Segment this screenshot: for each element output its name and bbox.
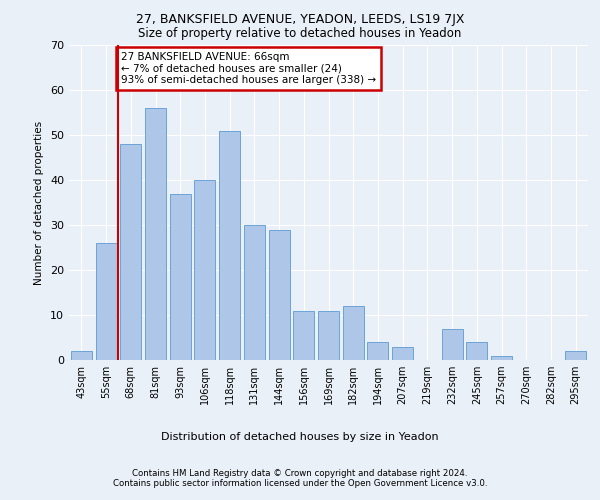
- Text: Contains public sector information licensed under the Open Government Licence v3: Contains public sector information licen…: [113, 478, 487, 488]
- Bar: [145, 108, 166, 360]
- Bar: [343, 306, 364, 360]
- Text: 27 BANKSFIELD AVENUE: 66sqm
← 7% of detached houses are smaller (24)
93% of semi: 27 BANKSFIELD AVENUE: 66sqm ← 7% of deta…: [121, 52, 376, 85]
- Bar: [71, 351, 92, 360]
- Text: 27, BANKSFIELD AVENUE, YEADON, LEEDS, LS19 7JX: 27, BANKSFIELD AVENUE, YEADON, LEEDS, LS…: [136, 12, 464, 26]
- Bar: [491, 356, 512, 360]
- Bar: [442, 328, 463, 360]
- Bar: [244, 225, 265, 360]
- Bar: [392, 346, 413, 360]
- Bar: [466, 342, 487, 360]
- Bar: [170, 194, 191, 360]
- Text: Size of property relative to detached houses in Yeadon: Size of property relative to detached ho…: [139, 28, 461, 40]
- Bar: [318, 310, 339, 360]
- Bar: [293, 310, 314, 360]
- Y-axis label: Number of detached properties: Number of detached properties: [34, 120, 44, 284]
- Bar: [194, 180, 215, 360]
- Bar: [219, 130, 240, 360]
- Bar: [269, 230, 290, 360]
- Bar: [120, 144, 141, 360]
- Text: Distribution of detached houses by size in Yeadon: Distribution of detached houses by size …: [161, 432, 439, 442]
- Bar: [565, 351, 586, 360]
- Text: Contains HM Land Registry data © Crown copyright and database right 2024.: Contains HM Land Registry data © Crown c…: [132, 468, 468, 477]
- Bar: [367, 342, 388, 360]
- Bar: [95, 243, 116, 360]
